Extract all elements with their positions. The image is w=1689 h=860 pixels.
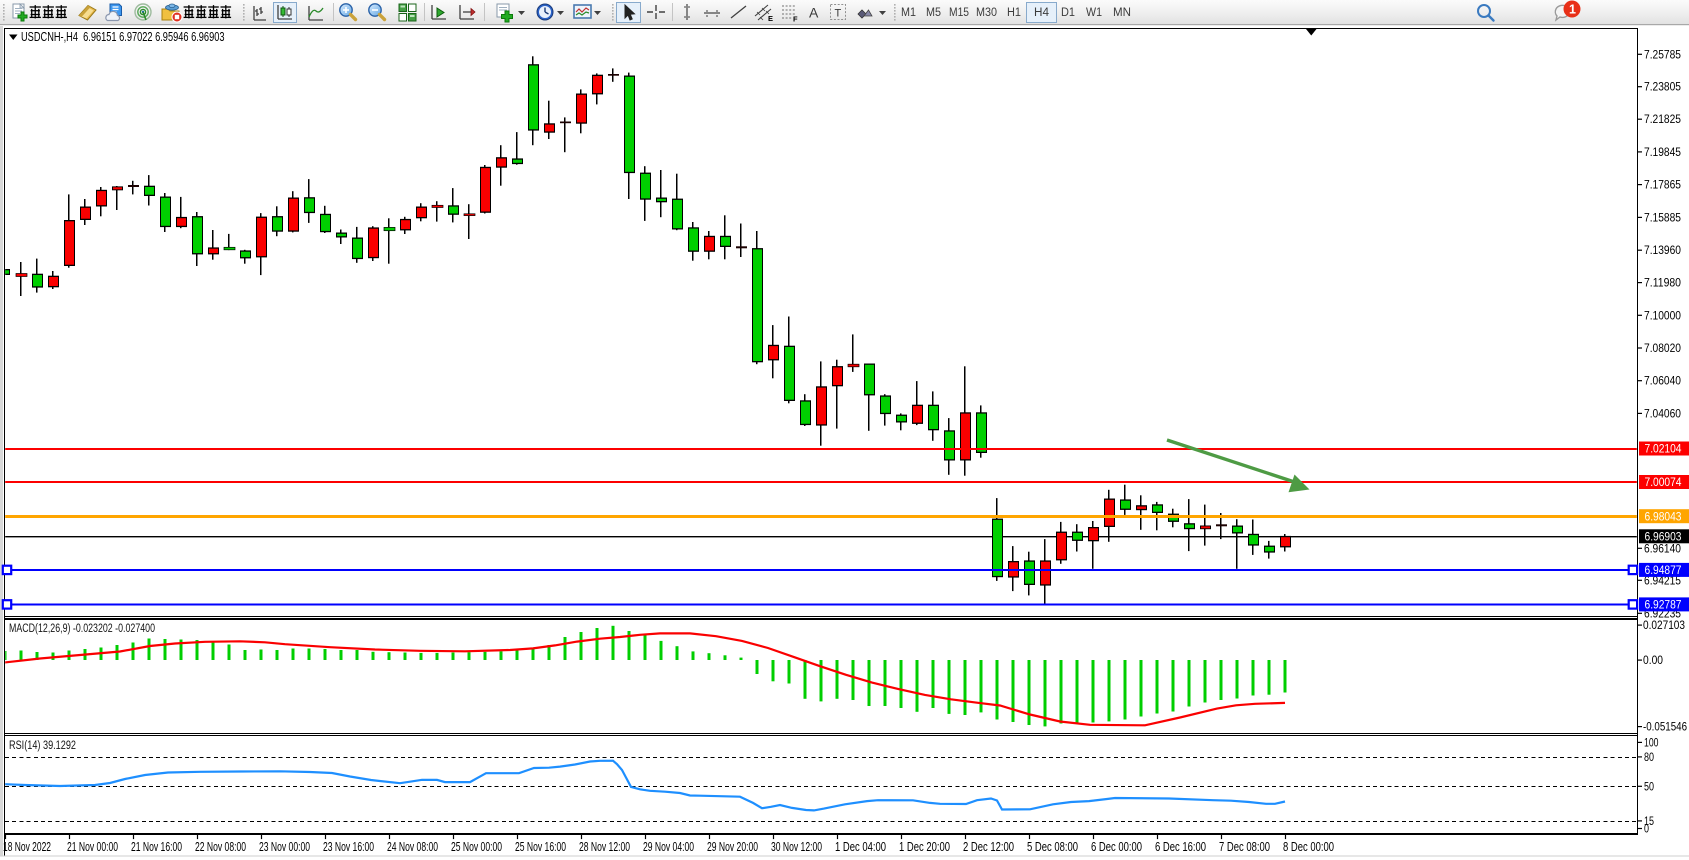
svg-text:7.23805: 7.23805 xyxy=(1644,82,1681,94)
svg-text:22 Nov 08:00: 22 Nov 08:00 xyxy=(195,840,246,854)
svg-text:7.21825: 7.21825 xyxy=(1644,114,1681,126)
svg-text:29 Nov 04:00: 29 Nov 04:00 xyxy=(643,840,694,854)
svg-text:7.17865: 7.17865 xyxy=(1644,180,1681,192)
svg-text:0.00: 0.00 xyxy=(1643,655,1663,667)
svg-text:RSI(14) 39.1292: RSI(14) 39.1292 xyxy=(9,740,76,752)
svg-text:21 Nov 16:00: 21 Nov 16:00 xyxy=(131,840,182,854)
svg-text:6 Dec 16:00: 6 Dec 16:00 xyxy=(1155,840,1206,854)
svg-text:MN: MN xyxy=(1113,7,1131,19)
svg-text:T: T xyxy=(835,8,842,20)
svg-text:6 Dec 00:00: 6 Dec 00:00 xyxy=(1091,840,1142,854)
svg-text:E: E xyxy=(768,14,773,23)
svg-text:5 Dec 08:00: 5 Dec 08:00 xyxy=(1027,840,1078,854)
svg-text:7.25785: 7.25785 xyxy=(1644,49,1681,61)
svg-text:W1: W1 xyxy=(1086,7,1102,19)
svg-text:21 Nov 00:00: 21 Nov 00:00 xyxy=(67,840,118,854)
svg-text:7.02104: 7.02104 xyxy=(1645,444,1683,456)
svg-text:M1: M1 xyxy=(901,7,916,19)
svg-text:D1: D1 xyxy=(1061,7,1075,19)
svg-text:7 Dec 08:00: 7 Dec 08:00 xyxy=(1219,840,1270,854)
svg-text:H4: H4 xyxy=(1034,7,1050,19)
svg-text:F: F xyxy=(793,15,798,24)
svg-text:A: A xyxy=(809,5,819,21)
svg-text:0.027103: 0.027103 xyxy=(1643,620,1685,632)
svg-text:18 Nov 2022: 18 Nov 2022 xyxy=(3,840,51,854)
svg-text:30 Nov 12:00: 30 Nov 12:00 xyxy=(771,840,822,854)
svg-text:M30: M30 xyxy=(976,7,997,19)
svg-text:6.94877: 6.94877 xyxy=(1645,565,1682,577)
svg-text:MACD(12,26,9) -0.023202 -0.027: MACD(12,26,9) -0.023202 -0.027400 xyxy=(9,623,155,635)
svg-text:29 Nov 20:00: 29 Nov 20:00 xyxy=(707,840,758,854)
svg-text:0: 0 xyxy=(1644,824,1649,836)
svg-text:8 Dec 00:00: 8 Dec 00:00 xyxy=(1283,840,1334,854)
svg-text:H1: H1 xyxy=(1007,7,1021,19)
svg-text:6.96903: 6.96903 xyxy=(1645,532,1682,544)
svg-text:50: 50 xyxy=(1644,781,1654,793)
svg-text:15: 15 xyxy=(1644,816,1654,828)
svg-text:7.19845: 7.19845 xyxy=(1644,147,1681,159)
svg-text:7.04060: 7.04060 xyxy=(1644,408,1681,420)
svg-text:24 Nov 08:00: 24 Nov 08:00 xyxy=(387,840,438,854)
svg-text:7.11980: 7.11980 xyxy=(1644,278,1681,290)
svg-text:100: 100 xyxy=(1644,737,1659,749)
svg-text:7.15885: 7.15885 xyxy=(1644,212,1681,224)
svg-text:1 Dec 20:00: 1 Dec 20:00 xyxy=(899,840,950,854)
svg-text:7.06040: 7.06040 xyxy=(1644,376,1681,388)
svg-text:80: 80 xyxy=(1644,752,1654,764)
svg-text:7.13960: 7.13960 xyxy=(1644,245,1681,257)
svg-text:23 Nov 00:00: 23 Nov 00:00 xyxy=(259,840,310,854)
svg-text:6.96140: 6.96140 xyxy=(1644,543,1681,555)
svg-text:-0.051546: -0.051546 xyxy=(1643,722,1687,734)
svg-text:7.08020: 7.08020 xyxy=(1644,343,1681,355)
svg-text:6.94215: 6.94215 xyxy=(1644,575,1681,587)
svg-text:6.98043: 6.98043 xyxy=(1645,511,1682,523)
svg-text:M15: M15 xyxy=(949,7,969,19)
svg-text:23 Nov 16:00: 23 Nov 16:00 xyxy=(323,840,374,854)
svg-text:1: 1 xyxy=(1569,3,1576,17)
svg-text:7.10000: 7.10000 xyxy=(1644,310,1681,322)
svg-text:M5: M5 xyxy=(926,7,941,19)
svg-text:USDCNH-,H4 6.96151 6.97022 6.: USDCNH-,H4 6.96151 6.97022 6.95946 6.969… xyxy=(21,30,225,44)
svg-text:7.00074: 7.00074 xyxy=(1645,477,1683,489)
svg-text:28 Nov 12:00: 28 Nov 12:00 xyxy=(579,840,630,854)
svg-text:2 Dec 12:00: 2 Dec 12:00 xyxy=(963,840,1014,854)
svg-text:6.92787: 6.92787 xyxy=(1645,600,1682,612)
svg-text:25 Nov 16:00: 25 Nov 16:00 xyxy=(515,840,566,854)
svg-text:1 Dec 04:00: 1 Dec 04:00 xyxy=(835,840,886,854)
svg-text:25 Nov 00:00: 25 Nov 00:00 xyxy=(451,840,502,854)
